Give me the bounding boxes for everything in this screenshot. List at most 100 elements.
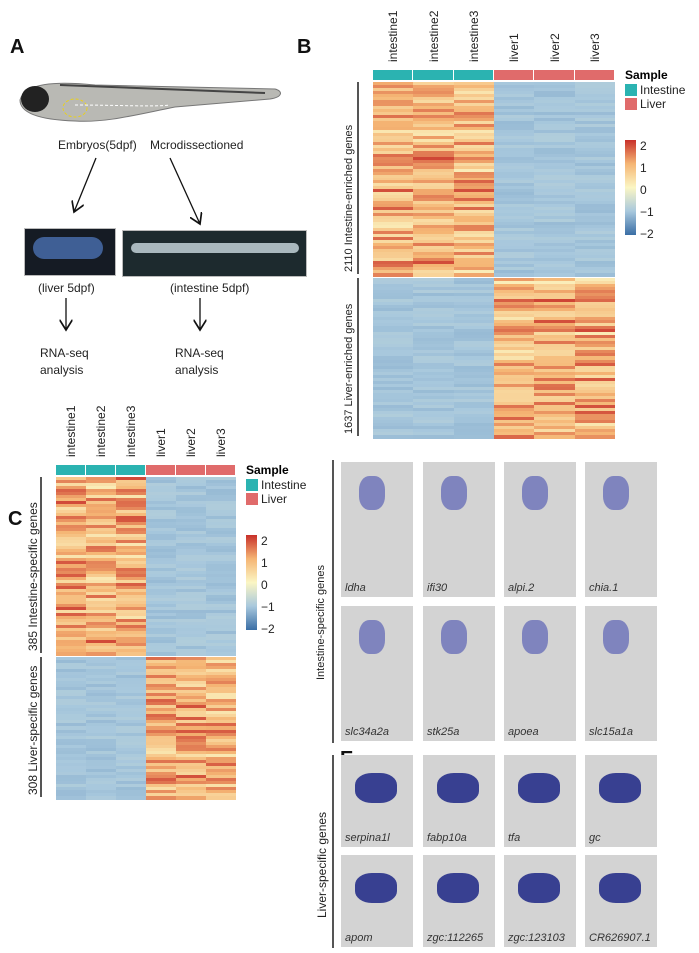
heatmap-cell (413, 273, 454, 277)
heatmap-cell (574, 392, 615, 397)
heatmap-cell (534, 323, 575, 327)
heatmap-cell (86, 762, 116, 767)
heatmap-cell (453, 273, 494, 277)
heatmap-cell (56, 774, 86, 779)
heatmap-cell (494, 389, 535, 394)
liver-dissection-image (24, 228, 116, 276)
heatmap-cell (86, 699, 116, 703)
heatmap-cell (176, 732, 206, 737)
heatmap-cell (176, 750, 206, 755)
heatmap-cell (373, 407, 414, 412)
heatmap-cell (373, 398, 414, 403)
in-situ-image-tfa: tfa (504, 755, 576, 847)
heatmap-cell (453, 383, 494, 388)
heatmap-cell (206, 705, 236, 709)
heatmap-cell (574, 198, 615, 202)
heatmap-cell (373, 216, 414, 220)
heatmap-cell (413, 398, 454, 403)
heatmap-cell (373, 270, 414, 274)
heatmap-cell (86, 477, 116, 481)
heatmap-cell (373, 210, 414, 214)
heatmap-cell (176, 780, 206, 785)
heatmap-cell (206, 534, 236, 538)
heatmap-cell (116, 714, 146, 718)
heatmap-cell (494, 177, 535, 182)
heatmap-cell (206, 669, 236, 673)
heatmap-cell (56, 777, 86, 782)
heatmap-cell (86, 753, 116, 758)
heatmap-cell (534, 213, 575, 217)
heatmap-cell (534, 368, 575, 373)
heatmap-cell (373, 246, 414, 250)
heatmap-cell (413, 374, 454, 379)
heatmap-cell (494, 362, 535, 367)
liver-swatch (246, 493, 258, 505)
heatmap-cell (86, 741, 116, 746)
heatmap-cell (116, 489, 146, 493)
heatmap-cell (146, 783, 176, 788)
heatmap-cell (373, 338, 414, 342)
heatmap-cell (534, 365, 575, 370)
heatmap-cell (116, 597, 146, 602)
heatmap-cell (146, 528, 176, 532)
heatmap-cell (116, 483, 146, 487)
heatmap-cell (56, 522, 86, 526)
heatmap-cell (56, 549, 86, 554)
heatmap-cell (86, 588, 116, 593)
heatmap-cell (116, 660, 146, 664)
heatmap-cell (534, 284, 575, 288)
heatmap-cell (176, 546, 206, 550)
heatmap-cell (56, 711, 86, 715)
gene-label: ldha (345, 582, 366, 594)
heatmap-cell (574, 126, 615, 131)
heatmap-cell (534, 305, 575, 309)
heatmap-cell (574, 377, 615, 382)
heatmap-cell (373, 302, 414, 306)
sample-annotation-bar (413, 70, 453, 80)
heatmap-cell (56, 648, 86, 653)
legend-intestine: Intestine (640, 83, 686, 97)
heatmap-cell (146, 702, 176, 706)
heatmap-cell (413, 258, 454, 262)
heatmap-cell (373, 308, 414, 312)
heatmap-cell (116, 717, 146, 722)
heatmap-cell (176, 630, 206, 635)
heatmap-cell (453, 219, 494, 223)
heatmap-cell (146, 636, 176, 641)
heatmap-cell (413, 308, 454, 312)
heatmap-cell (373, 362, 414, 367)
heatmap-cell (413, 87, 454, 92)
heatmap-cell (534, 347, 575, 352)
heatmap-cell (494, 305, 535, 309)
heatmap-cell (534, 231, 575, 235)
heatmap-cell (574, 320, 615, 324)
heatmap-cell (574, 150, 615, 155)
heatmap-cell (574, 323, 615, 327)
heatmap-cell (116, 675, 146, 679)
heatmap-cell (206, 696, 236, 700)
heatmap-cell (494, 90, 535, 95)
heatmap-cell (413, 120, 454, 125)
heatmap-cell (373, 204, 414, 208)
heatmap-cell (574, 284, 615, 288)
heatmap-cell (146, 678, 176, 682)
heatmap-cell (86, 777, 116, 782)
heatmap-cell (574, 261, 615, 265)
heatmap-cell (176, 480, 206, 484)
zebrafish-embryo-image (19, 82, 281, 122)
heatmap-cell (206, 750, 236, 755)
heatmap-cell (494, 320, 535, 324)
heatmap-cell (494, 192, 535, 196)
heatmap-cell (116, 534, 146, 538)
heatmap-cell (86, 576, 116, 581)
heatmap-cell (453, 326, 494, 330)
heatmap-cell (534, 258, 575, 262)
heatmap-cell (373, 174, 414, 179)
panel-label-b: B (297, 36, 312, 58)
heatmap-cell (534, 177, 575, 182)
heatmap-cell (116, 693, 146, 697)
heatmap-cell (494, 419, 535, 424)
heatmap-cell (574, 228, 615, 232)
heatmap-cell (116, 552, 146, 557)
heatmap-cell (534, 132, 575, 137)
